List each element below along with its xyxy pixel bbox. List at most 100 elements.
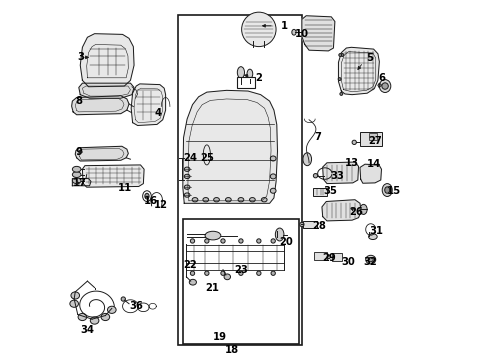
Text: 23: 23 (234, 265, 248, 275)
Text: 35: 35 (323, 186, 337, 197)
Ellipse shape (368, 234, 376, 239)
Ellipse shape (367, 257, 372, 262)
Text: 11: 11 (118, 183, 132, 193)
Ellipse shape (213, 198, 219, 202)
Ellipse shape (338, 54, 341, 57)
Ellipse shape (238, 239, 243, 243)
Ellipse shape (71, 292, 80, 299)
Ellipse shape (189, 279, 196, 285)
Ellipse shape (142, 191, 151, 202)
Text: 1: 1 (280, 21, 287, 31)
Text: 3: 3 (78, 52, 84, 62)
Text: 6: 6 (377, 73, 384, 83)
Ellipse shape (204, 239, 208, 243)
Ellipse shape (78, 314, 86, 320)
Polygon shape (338, 47, 379, 95)
Ellipse shape (261, 198, 266, 202)
Ellipse shape (313, 174, 317, 178)
Text: 16: 16 (143, 196, 157, 206)
Ellipse shape (224, 274, 230, 280)
Ellipse shape (184, 185, 190, 189)
Polygon shape (79, 83, 134, 98)
Polygon shape (377, 83, 381, 87)
Text: 20: 20 (279, 237, 293, 247)
Text: 27: 27 (367, 136, 381, 146)
Ellipse shape (204, 271, 208, 275)
Text: 4: 4 (155, 108, 162, 118)
Text: 18: 18 (224, 345, 239, 355)
Ellipse shape (72, 172, 81, 177)
Polygon shape (183, 90, 277, 203)
Text: 32: 32 (363, 257, 377, 267)
Ellipse shape (365, 255, 375, 264)
Ellipse shape (246, 69, 252, 78)
Ellipse shape (270, 156, 276, 161)
Text: 34: 34 (80, 325, 94, 335)
Text: 17: 17 (72, 178, 86, 188)
Polygon shape (301, 16, 334, 51)
Text: 29: 29 (322, 253, 336, 263)
Ellipse shape (237, 67, 244, 78)
Ellipse shape (382, 184, 391, 197)
Ellipse shape (192, 198, 198, 202)
Bar (314, 252, 326, 260)
Text: 12: 12 (154, 200, 168, 210)
Text: 8: 8 (75, 96, 82, 106)
Bar (183, 220, 298, 344)
Polygon shape (72, 179, 91, 186)
Polygon shape (80, 34, 134, 87)
Text: 24: 24 (183, 153, 197, 163)
Ellipse shape (184, 193, 190, 197)
Ellipse shape (249, 198, 255, 202)
Polygon shape (359, 164, 381, 183)
Ellipse shape (299, 222, 304, 226)
Ellipse shape (238, 198, 244, 202)
Ellipse shape (101, 314, 109, 320)
Polygon shape (131, 84, 165, 126)
Bar (332, 253, 342, 261)
Ellipse shape (270, 188, 276, 193)
Polygon shape (321, 200, 360, 221)
Text: 33: 33 (330, 171, 344, 181)
Polygon shape (82, 165, 144, 187)
Ellipse shape (144, 193, 149, 199)
Ellipse shape (379, 80, 390, 93)
Bar (359, 132, 382, 146)
Ellipse shape (256, 271, 261, 275)
Text: 30: 30 (341, 257, 354, 267)
Ellipse shape (238, 271, 243, 275)
Bar (236, 77, 255, 88)
Ellipse shape (339, 93, 342, 95)
Text: 14: 14 (366, 159, 380, 169)
Ellipse shape (184, 174, 190, 179)
Ellipse shape (270, 174, 276, 179)
Polygon shape (322, 162, 358, 184)
Ellipse shape (203, 198, 208, 202)
Ellipse shape (72, 178, 81, 184)
Text: 19: 19 (212, 332, 226, 342)
Ellipse shape (225, 198, 231, 202)
Text: 26: 26 (348, 207, 363, 217)
Text: 7: 7 (313, 132, 320, 142)
Ellipse shape (221, 239, 224, 243)
Ellipse shape (72, 166, 81, 172)
Ellipse shape (70, 300, 78, 307)
Text: 9: 9 (75, 147, 82, 157)
Ellipse shape (270, 271, 275, 275)
Ellipse shape (270, 239, 275, 243)
Ellipse shape (326, 255, 330, 258)
Ellipse shape (351, 140, 356, 144)
Ellipse shape (241, 12, 276, 46)
Text: 25: 25 (201, 153, 214, 163)
Text: 15: 15 (386, 186, 401, 197)
Text: 13: 13 (344, 158, 358, 168)
Ellipse shape (90, 317, 99, 324)
Ellipse shape (190, 271, 194, 275)
Text: 5: 5 (366, 53, 373, 63)
Text: 28: 28 (312, 221, 326, 231)
Ellipse shape (303, 153, 311, 166)
Ellipse shape (221, 271, 224, 275)
Ellipse shape (384, 187, 389, 193)
Ellipse shape (340, 54, 343, 57)
Ellipse shape (359, 204, 366, 215)
